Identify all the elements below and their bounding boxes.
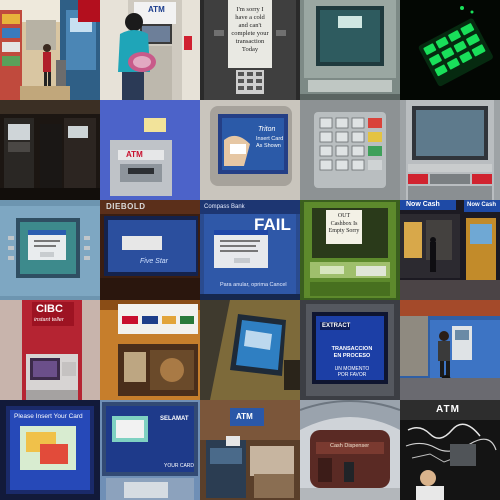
wide-blue-screen-image (100, 400, 200, 500)
tile-cibc-instant-teller: CIBC instant teller (0, 300, 100, 400)
extract-brand-label: EXTRACT (322, 323, 351, 329)
tile-atm-cluttered-room: ATM (200, 400, 300, 500)
your-card-text: YOUR CARD (164, 463, 195, 469)
instant-teller-label: instant teller (34, 317, 64, 323)
red-slot-atm-image (400, 100, 500, 200)
please-insert-card-prompt: Please Insert Your Card (14, 413, 83, 420)
green-atm-note-image (300, 200, 400, 300)
selamat-text: SELAMAT (160, 416, 189, 422)
apology-note-text: I'm sorry I have a cold and can't comple… (231, 6, 269, 53)
atm-slot-label: ATM (126, 150, 143, 159)
tile-tritton-card-screen: Triton Insert Card As Shown (200, 100, 300, 200)
night-street-atms-image (400, 200, 500, 300)
atm-box-label: ATM (236, 412, 253, 421)
tile-compass-bank-fail: Compass Bank FAIL Para anular, oprima Ca… (200, 200, 300, 300)
now-cash-sign: Now Cash (406, 201, 440, 208)
cibc-atm-image (0, 300, 100, 400)
graffiti-atm-wall-image (400, 400, 500, 500)
tile-wide-blue-screen: SELAMAT YOUR CARD (100, 400, 200, 500)
blue-wall-atm-image (100, 100, 200, 200)
star-card-atm-image (100, 300, 200, 400)
tile-convenience-store-aisle (0, 0, 100, 100)
diebold-brand-label: DIEBOLD (106, 202, 146, 211)
extract-transaction-image (300, 300, 400, 400)
wood-frame-atm-image (200, 300, 300, 400)
convenience-store-aisle-image (0, 0, 100, 100)
tile-wood-frame-atm (200, 300, 300, 400)
triton-brand-label: Triton (258, 126, 276, 133)
tile-graffiti-atm-wall: ATM (400, 400, 500, 500)
tile-windows-dialog-screen (0, 200, 100, 300)
tile-green-keypad (400, 0, 500, 100)
diebold-atm-image (100, 200, 200, 300)
out-of-order-note-text: OUT Cashbox Is Empty Sorry (328, 213, 360, 234)
cash-dispenser-sign: Cash Dispenser (330, 443, 370, 449)
one-moment-please-text: UN MOMENTO POR FAVOR (334, 366, 370, 378)
insert-card-prompt: Insert Card As Shown (256, 136, 284, 149)
atm-screen-closeup-image (300, 0, 400, 100)
tile-star-card-logos (100, 300, 200, 400)
tile-metal-keypad (300, 100, 400, 200)
atm-wall-sign: ATM (436, 404, 460, 415)
arched-hall-kiosk-image (300, 400, 400, 500)
now-cash-sign-right: Now Cash (467, 202, 497, 208)
fail-caption: FAIL (254, 215, 291, 234)
tile-blue-wall-atm: ATM (100, 100, 200, 200)
tile-atm-screen-closeup (300, 0, 400, 100)
windows-dialog-atm-image (0, 200, 100, 300)
atm-cluttered-room-image (200, 400, 300, 500)
cibc-brand-label: CIBC (36, 303, 63, 315)
tile-extract-transaction: EXTRACT TRANSACCION EN PROCESO UN MOMENT… (300, 300, 400, 400)
transaction-in-process-text: TRANSACCION EN PROCESO (331, 346, 373, 359)
five-star-screen-text: Five Star (140, 258, 169, 265)
cancel-instruction-text: Para anular, oprima Cancel (220, 282, 287, 288)
atm-with-note-image (200, 0, 300, 100)
atm-brand-label: ATM (148, 5, 165, 14)
tile-diebold-screen: DIEBOLD Five Star (100, 200, 200, 300)
tile-woman-using-atm: ATM (100, 0, 200, 100)
tile-person-street-atm (400, 300, 500, 400)
dim-lobby-image (0, 100, 100, 200)
tile-arched-hall-kiosk: Cash Dispenser (300, 400, 400, 500)
person-street-atm-image (400, 300, 500, 400)
tile-dim-lobby-atms (0, 100, 100, 200)
tile-apology-note: I'm sorry I have a cold and can't comple… (200, 0, 300, 100)
green-keypad-image (400, 0, 500, 100)
tile-please-insert-card: Please Insert Your Card (0, 400, 100, 500)
tile-red-slot-atm (400, 100, 500, 200)
compass-bank-fail-image (200, 200, 300, 300)
tritton-screen-image (200, 100, 300, 200)
woman-at-atm-image (100, 0, 200, 100)
tile-green-atm-note: OUT Cashbox Is Empty Sorry (300, 200, 400, 300)
compass-bank-label: Compass Bank (204, 204, 245, 210)
metal-keypad-image (300, 100, 400, 200)
please-insert-card-image (0, 400, 100, 500)
tile-night-street-atms: Now Cash Now Cash (400, 200, 500, 300)
